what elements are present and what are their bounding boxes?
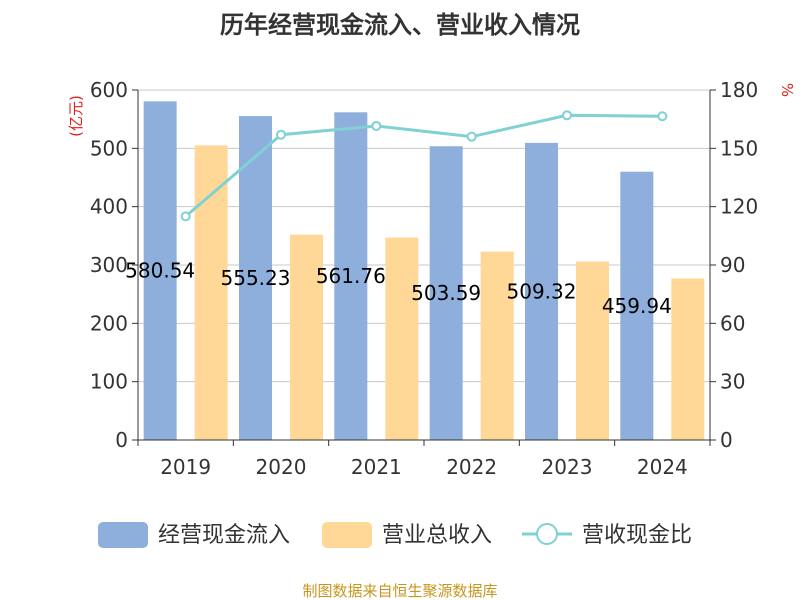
x-tick-label: 2024 [637, 455, 688, 479]
bar-revenue [194, 145, 228, 440]
bar-value-label: 459.94 [602, 294, 672, 318]
left-axis-unit: (亿元) [67, 95, 85, 137]
bar-revenue [385, 237, 419, 440]
left-tick-label: 200 [90, 311, 128, 335]
legend-marker [536, 523, 558, 545]
ratio-point [657, 111, 668, 122]
ratio-line [180, 110, 668, 222]
left-tick-label: 500 [90, 136, 128, 160]
ratio-point [180, 211, 191, 222]
x-tick-label: 2020 [256, 455, 307, 479]
right-tick-label: 0 [720, 428, 733, 452]
bar-cash-inflow [334, 112, 368, 440]
bar-value-label: 503.59 [411, 281, 481, 305]
legend-label: 营业总收入 [382, 523, 492, 548]
bar-revenue [480, 251, 514, 440]
ratio-point [276, 129, 286, 140]
bar-revenue [576, 261, 609, 440]
left-tick-label: 400 [90, 195, 128, 219]
bar-cash-inflow [143, 101, 177, 440]
right-tick-label: 30 [720, 370, 745, 394]
ratio-line-path [184, 113, 663, 218]
bar-cash-inflow [239, 116, 272, 440]
right-axis-unit: % [778, 83, 796, 97]
right-tick-label: 180 [720, 78, 758, 102]
data-labels: 580.54 555.23 561.76 503.59 509.32 459.94 [125, 259, 672, 318]
bar-revenue [671, 278, 705, 440]
x-tick-label: 2022 [446, 455, 497, 479]
left-tick-label: 300 [90, 253, 128, 277]
source-note: 制图数据来自恒生聚源数据库 [302, 582, 497, 600]
bar-value-label: 561.76 [316, 264, 386, 288]
bar-value-label: 555.23 [221, 266, 291, 290]
left-tick-label: 100 [90, 370, 128, 394]
ratio-point [466, 131, 477, 142]
legend: 经营现金流入 营业总收入 营收现金比 [98, 522, 692, 548]
left-tick-label: 0 [115, 428, 128, 452]
ratio-point [562, 110, 572, 121]
legend-label: 营收现金比 [582, 523, 692, 548]
chart-title: 历年经营现金流入、营业收入情况 [220, 11, 580, 39]
legend-label: 经营现金流入 [158, 523, 290, 548]
axes: 0 100 200 300 400 500 600 0 30 60 90 120 150 180 2019 2… [90, 78, 758, 479]
bar-cash-inflow [525, 142, 558, 440]
x-tick-label: 2019 [160, 455, 211, 479]
right-tick-label: 90 [720, 253, 745, 277]
bar-value-label: 509.32 [507, 279, 577, 303]
gridlines [138, 89, 710, 383]
legend-swatch [322, 522, 372, 548]
right-tick-label: 60 [720, 311, 745, 335]
right-tick-label: 150 [720, 136, 758, 160]
bars [143, 101, 705, 440]
legend-swatch [98, 522, 148, 548]
bar-cash-inflow [620, 171, 654, 440]
bar-cash-inflow [429, 146, 463, 440]
right-tick-label: 120 [720, 195, 758, 219]
bar-revenue [290, 234, 323, 440]
left-tick-label: 600 [90, 78, 128, 102]
ratio-point [371, 120, 382, 131]
bar-value-label: 580.54 [125, 259, 195, 283]
x-tick-label: 2021 [351, 455, 402, 479]
x-tick-label: 2023 [542, 455, 593, 479]
